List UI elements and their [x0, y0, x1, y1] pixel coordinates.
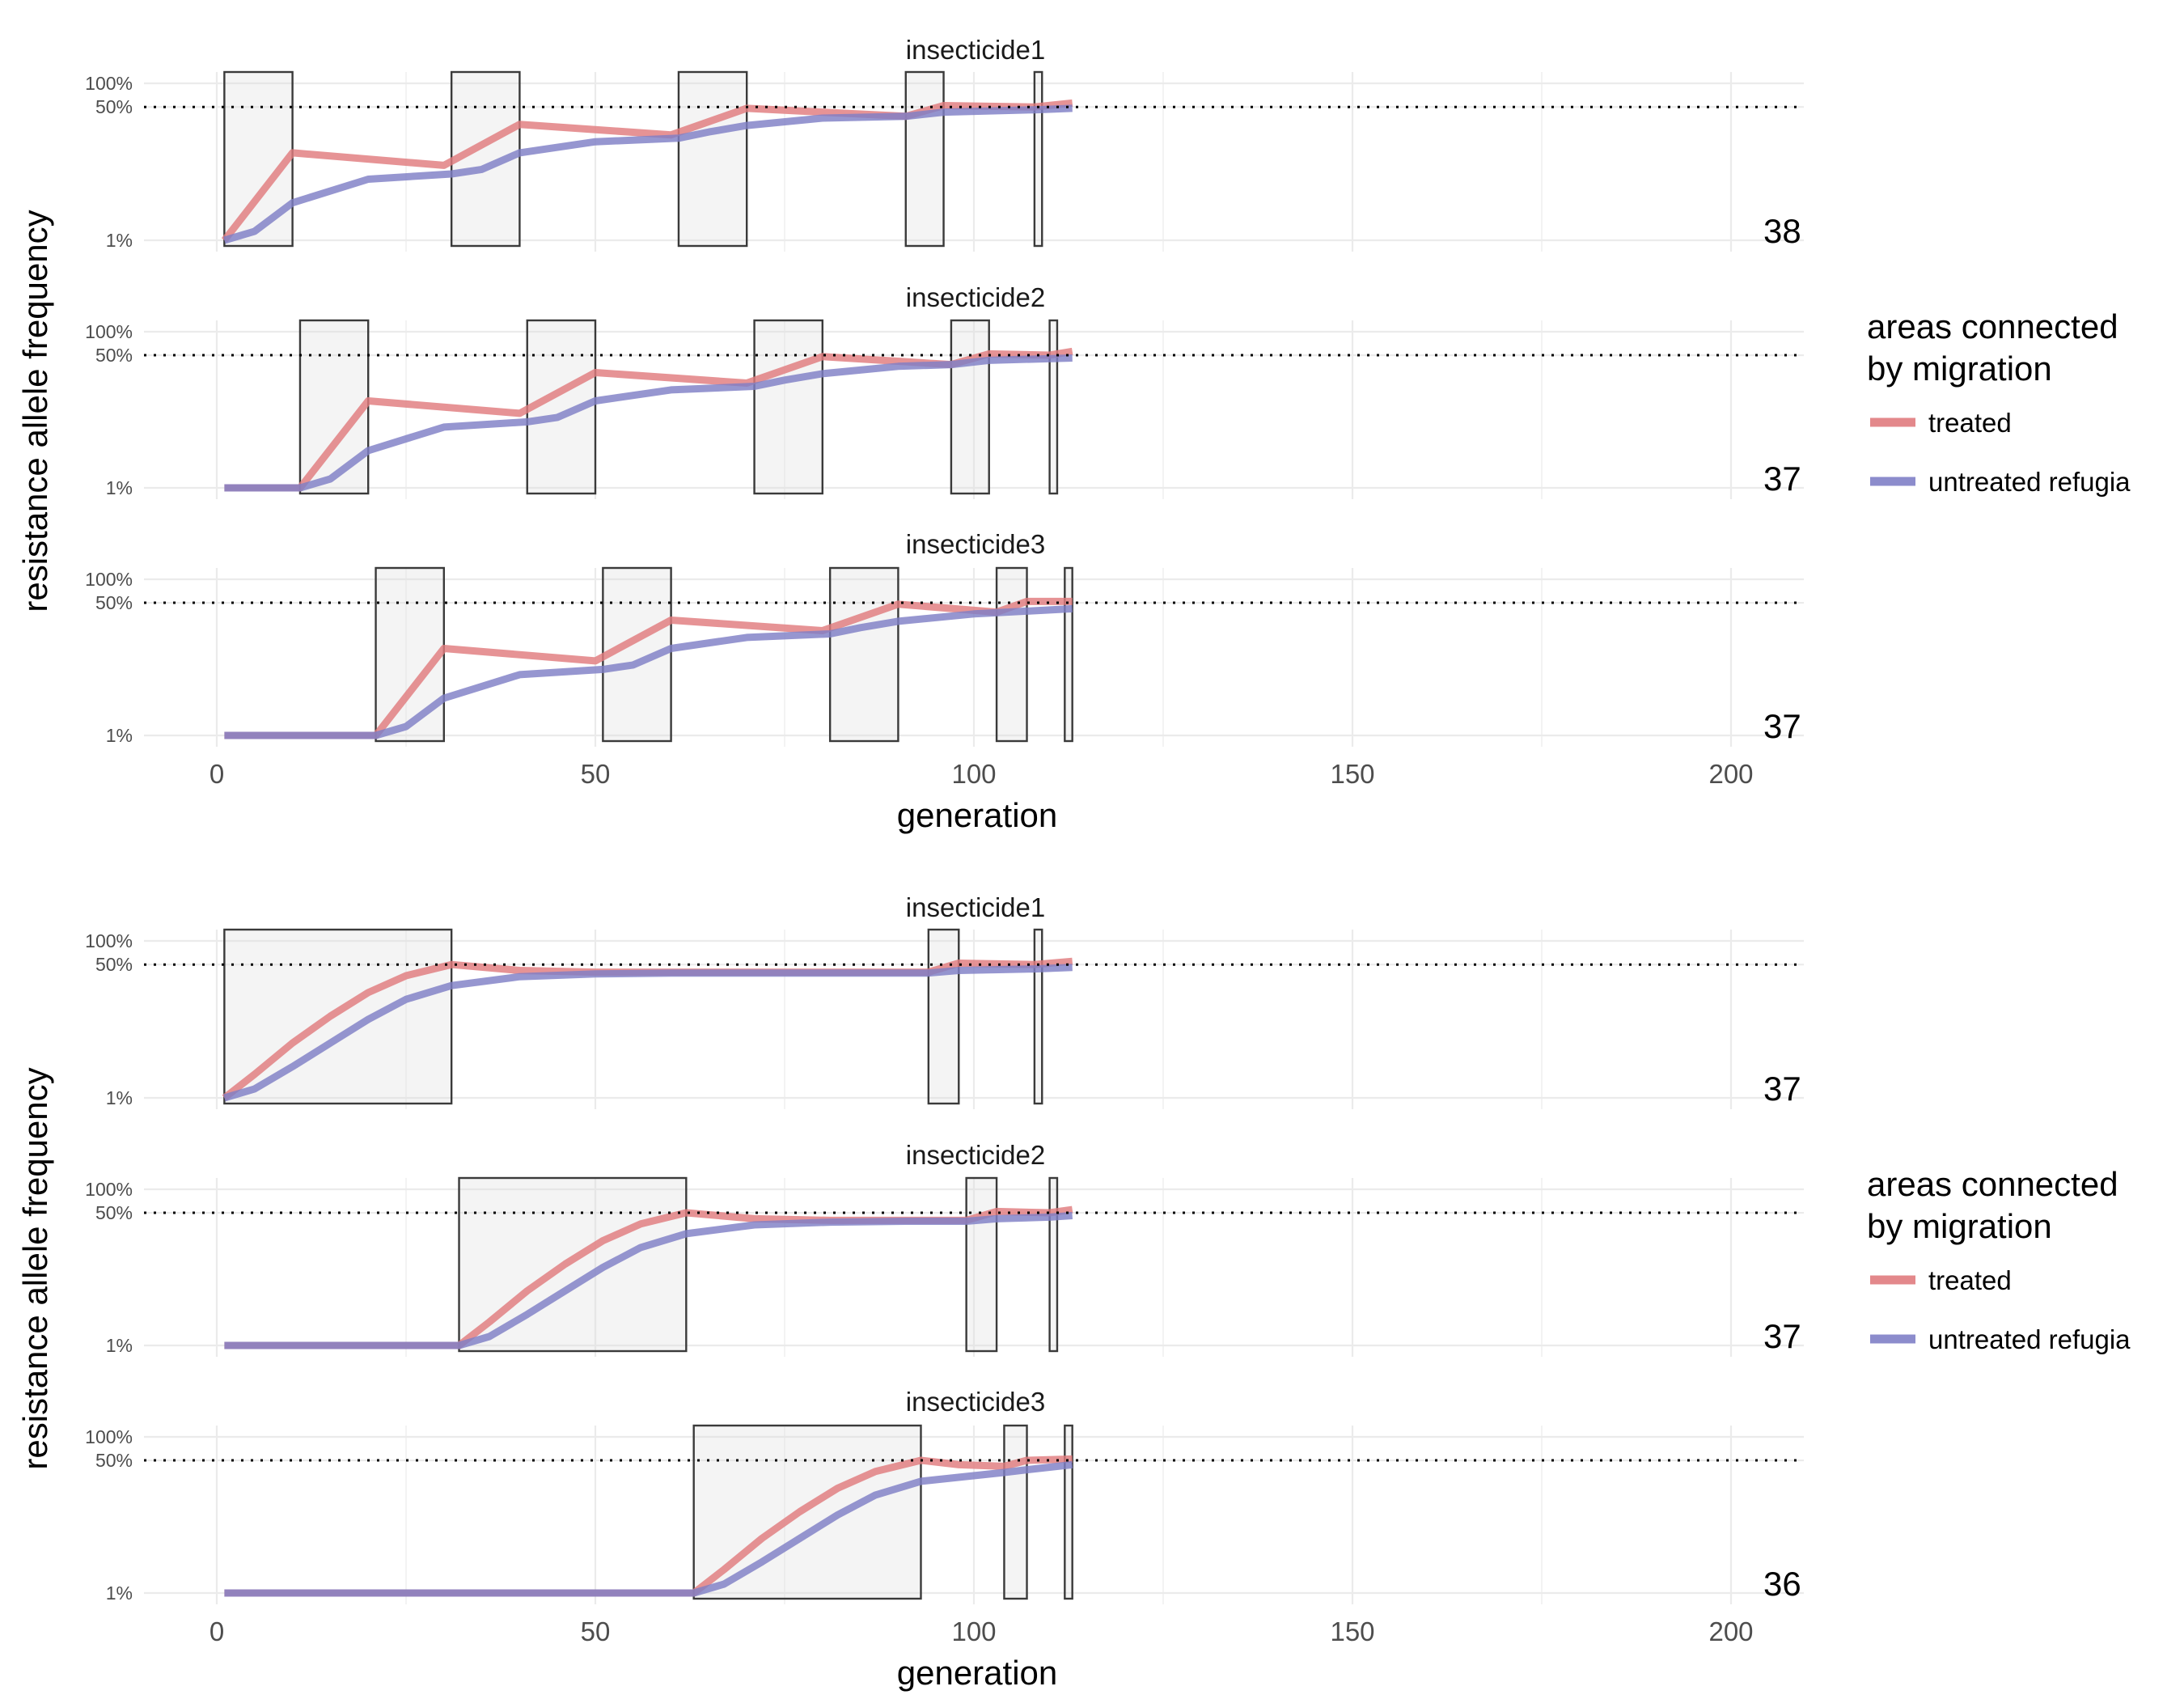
treatment-window — [1048, 319, 1059, 495]
chart-block: insecticide11%50%100%38insecticide21%50%… — [16, 35, 2131, 834]
y-tick-label: 100% — [85, 1179, 133, 1200]
x-tick-label: 100 — [951, 1616, 996, 1646]
legend-title: areas connected — [1867, 307, 2118, 345]
treatment-window — [1033, 70, 1043, 248]
y-tick-label: 1% — [106, 1335, 133, 1356]
x-tick-label: 150 — [1330, 759, 1374, 789]
treatment-window — [1064, 1424, 1073, 1600]
facet-strip-label: insecticide3 — [906, 1387, 1045, 1417]
y-tick-label: 1% — [106, 1087, 133, 1108]
x-tick-label: 200 — [1708, 1616, 1753, 1646]
panel-end-label: 37 — [1763, 707, 1801, 745]
facet-panel: insecticide1 1% 50% 100% 37 — [85, 892, 1804, 1109]
facet-strip-label: insecticide2 — [906, 282, 1045, 312]
treatment-window — [753, 319, 823, 495]
panel-end-label: 37 — [1763, 460, 1801, 498]
facet-panel: insecticide3 1% 50%100% 37 — [85, 529, 1804, 747]
x-tick-label: 100 — [951, 759, 996, 789]
panel-end-label: 37 — [1763, 1317, 1801, 1355]
series-line-untreated-refugia — [224, 354, 1073, 492]
legend-title: areas connected — [1867, 1165, 2118, 1203]
series-line-treated — [224, 1205, 1073, 1349]
y-tick-label: 50% — [95, 592, 133, 613]
legend-label: untreated refugia — [1928, 1324, 2131, 1354]
treatment-window — [995, 566, 1028, 743]
treatment-window — [1033, 928, 1043, 1105]
x-tick-label: 200 — [1708, 759, 1753, 789]
facet-panel: insecticide2 1% 50% 100% 37 — [85, 282, 1804, 499]
series-line-untreated-refugia — [224, 604, 1073, 739]
treatment-window — [904, 70, 945, 248]
y-tick-label: 100% — [85, 569, 133, 590]
facet-panel: insecticide2 1% 50%100% 37 — [85, 1140, 1804, 1357]
chart-block: insecticide11%50%100%37insecticide21%50%… — [16, 892, 2131, 1692]
treatment-window — [828, 566, 899, 743]
y-tick-label: 1% — [106, 477, 133, 498]
panel-end-label: 37 — [1763, 1070, 1801, 1108]
legend-title: by migration — [1867, 350, 2052, 388]
legend: areas connected by migration treated untrea… — [1867, 307, 2131, 497]
y-axis-title: resistance allele frequency — [16, 1067, 54, 1469]
treatment-window — [375, 566, 445, 743]
y-tick-label: 100% — [85, 73, 133, 94]
x-axis-title: generation — [897, 796, 1058, 834]
x-tick-label: 0 — [210, 759, 224, 789]
y-tick-label: 50% — [95, 954, 133, 975]
facet-panel: insecticide1 1% 50%100% 38 — [85, 35, 1804, 252]
facet-strip-label: insecticide2 — [906, 1140, 1045, 1170]
y-tick-label: 100% — [85, 930, 133, 951]
y-tick-label: 1% — [106, 230, 133, 251]
treatment-window — [1048, 1176, 1059, 1353]
treatment-window — [965, 1176, 998, 1353]
series-line-untreated-refugia — [223, 104, 1073, 244]
treatment-window — [458, 1176, 688, 1353]
y-tick-label: 50% — [95, 345, 133, 366]
treatment-window — [298, 319, 370, 495]
x-tick-label: 50 — [581, 1616, 611, 1646]
x-axis-title: generation — [897, 1654, 1058, 1692]
series-line-untreated-refugia — [224, 1460, 1073, 1597]
series-line-untreated-refugia — [223, 964, 1073, 1102]
legend-label: treated — [1928, 408, 2012, 438]
treatment-window — [223, 928, 453, 1105]
treatment-window — [223, 70, 294, 248]
treatment-window — [1003, 1424, 1028, 1600]
legend: areas connected by migration treated untrea… — [1867, 1165, 2131, 1354]
y-tick-label: 1% — [106, 1582, 133, 1604]
x-tick-label: 150 — [1330, 1616, 1374, 1646]
facet-strip-label: insecticide1 — [906, 892, 1045, 922]
panel-end-label: 36 — [1763, 1565, 1801, 1603]
series-line-treated — [222, 957, 1073, 1101]
y-tick-label: 50% — [95, 1450, 133, 1471]
treatment-window — [927, 928, 960, 1105]
y-tick-label: 100% — [85, 1426, 133, 1447]
series-line-treated — [224, 597, 1073, 739]
y-axis-title: resistance allele frequency — [16, 210, 54, 612]
y-tick-label: 1% — [106, 725, 133, 746]
legend-title: by migration — [1867, 1207, 2052, 1245]
treatment-window — [950, 319, 990, 495]
y-tick-label: 50% — [95, 1202, 133, 1223]
y-tick-label: 50% — [95, 96, 133, 117]
treatment-window — [677, 70, 748, 248]
facet-strip-label: insecticide3 — [906, 529, 1045, 559]
panel-end-label: 38 — [1763, 212, 1801, 250]
facet-strip-label: insecticide1 — [906, 35, 1045, 65]
legend-label: untreated refugia — [1928, 467, 2131, 497]
facet-panel: insecticide3 1% 50% 100% 36 — [85, 1387, 1804, 1604]
series-line-untreated-refugia — [224, 1212, 1073, 1349]
y-tick-label: 100% — [85, 321, 133, 342]
treatment-window — [692, 1424, 922, 1600]
treatment-window — [1064, 566, 1073, 743]
x-tick-label: 50 — [581, 759, 611, 789]
legend-label: treated — [1928, 1265, 2012, 1295]
x-tick-label: 0 — [210, 1616, 224, 1646]
series-line-treated — [224, 1455, 1073, 1597]
